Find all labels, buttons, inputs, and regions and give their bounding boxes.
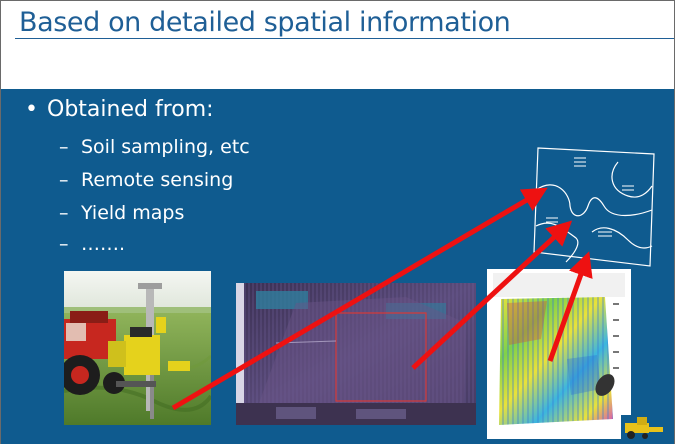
dash-marker: – [59, 136, 69, 158]
sub-item-text: Remote sensing [81, 169, 234, 191]
sub-item-soil-sampling: – Soil sampling, etc [59, 136, 250, 158]
dash-marker: – [59, 202, 69, 224]
dash-marker: – [59, 169, 69, 191]
combine-harvester-icon [621, 415, 665, 440]
title-band: Based on detailed spatial information [1, 1, 674, 89]
bullet-text: Obtained from: [47, 97, 214, 122]
tractor-soil-sampler-photo [64, 271, 211, 425]
sub-item-text: Yield maps [81, 202, 185, 224]
dash-marker: – [59, 233, 69, 255]
bullet-obtained-from: • Obtained from: [25, 97, 214, 122]
sub-item-text: Soil sampling, etc [81, 136, 250, 158]
title-underline [15, 38, 674, 39]
yield-map-image [487, 269, 631, 439]
slide-title: Based on detailed spatial information [19, 7, 511, 38]
sub-item-remote-sensing: – Remote sensing [59, 169, 233, 191]
bullet-dot: • [25, 97, 38, 122]
aerial-remote-sensing-image [236, 283, 476, 425]
sub-item-ellipsis: –……. [59, 233, 125, 255]
sub-item-yield-maps: – Yield maps [59, 202, 184, 224]
sub-item-text: ……. [81, 233, 126, 255]
management-zone-map [532, 146, 656, 268]
